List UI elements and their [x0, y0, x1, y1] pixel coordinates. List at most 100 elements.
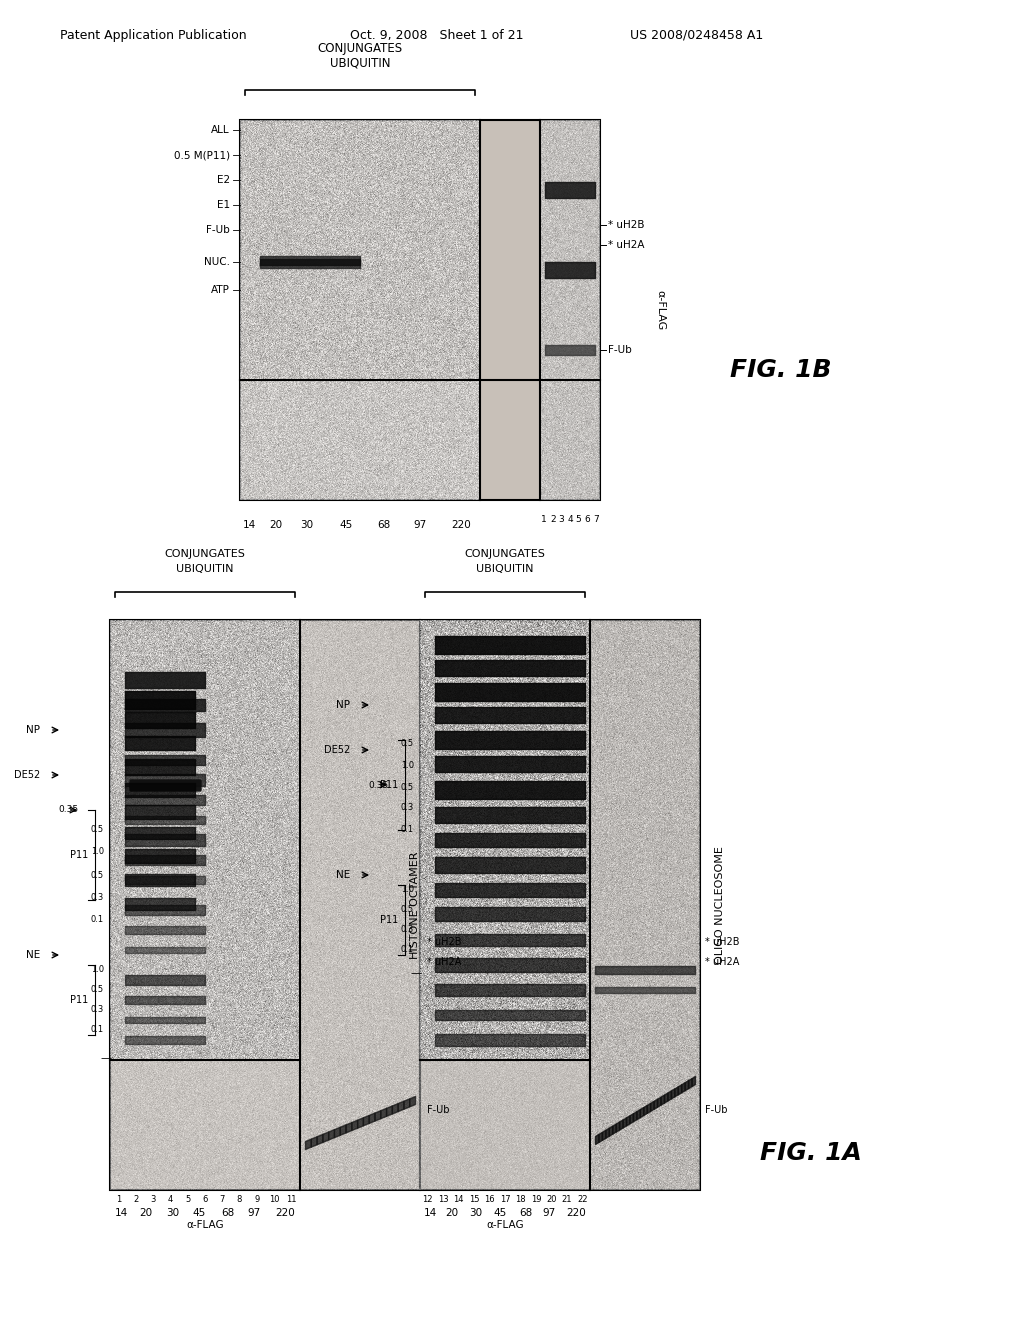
Text: ATP: ATP [211, 285, 230, 294]
Text: 22: 22 [577, 1195, 588, 1204]
Text: UBIQUITIN: UBIQUITIN [176, 564, 233, 574]
Text: 0.35: 0.35 [368, 780, 388, 789]
Text: 30: 30 [166, 1208, 179, 1218]
Bar [240, 120, 600, 500]
Text: 20: 20 [269, 520, 283, 531]
Text: F-Ub: F-Ub [427, 1105, 450, 1115]
Bar [110, 620, 420, 1191]
Text: DE52: DE52 [13, 770, 40, 780]
Text: CONJUNGATES: CONJUNGATES [465, 549, 546, 558]
Text: 0.1: 0.1 [91, 1026, 104, 1035]
Text: 1: 1 [116, 1195, 121, 1204]
Text: 2: 2 [550, 515, 556, 524]
Text: 45: 45 [193, 1208, 206, 1218]
Text: 3: 3 [558, 515, 564, 524]
Text: * uH2B: * uH2B [705, 937, 739, 946]
Text: 68: 68 [378, 520, 390, 531]
Text: 14: 14 [243, 520, 256, 531]
Text: 14: 14 [454, 1195, 464, 1204]
Text: 97: 97 [248, 1208, 261, 1218]
Text: 0.5: 0.5 [91, 870, 104, 879]
Text: UBIQUITIN: UBIQUITIN [476, 564, 534, 574]
Text: 45: 45 [339, 520, 352, 531]
Text: HISTONE OCTAMER: HISTONE OCTAMER [410, 851, 420, 958]
Text: 7: 7 [219, 1195, 225, 1204]
Text: F-Ub: F-Ub [608, 345, 632, 355]
Text: F-Ub: F-Ub [705, 1105, 727, 1115]
Text: * uH2A: * uH2A [427, 957, 462, 968]
Text: 30: 30 [470, 1208, 482, 1218]
Text: α-FLAG: α-FLAG [486, 1220, 524, 1230]
Bar [420, 620, 700, 1191]
Text: 18: 18 [515, 1195, 525, 1204]
Text: UBIQUITIN: UBIQUITIN [330, 57, 390, 70]
Text: NP: NP [336, 700, 350, 710]
Text: 2: 2 [133, 1195, 138, 1204]
Text: 1: 1 [542, 515, 547, 524]
Text: 1.0: 1.0 [400, 886, 414, 895]
Text: 1.0: 1.0 [91, 965, 104, 974]
Text: OLIGO NUCLEOSOME: OLIGO NUCLEOSOME [715, 846, 725, 964]
Text: 4: 4 [567, 515, 572, 524]
Text: 5: 5 [575, 515, 582, 524]
Text: 1.0: 1.0 [400, 760, 414, 770]
Text: 4: 4 [168, 1195, 173, 1204]
Text: 220: 220 [566, 1208, 587, 1218]
Text: NUC.: NUC. [204, 257, 230, 267]
Text: F-Ub: F-Ub [206, 224, 230, 235]
Text: 7: 7 [593, 515, 599, 524]
Text: 13: 13 [438, 1195, 449, 1204]
Text: 20: 20 [546, 1195, 557, 1204]
Text: 10: 10 [269, 1195, 280, 1204]
Text: 16: 16 [484, 1195, 495, 1204]
Text: NP: NP [26, 725, 40, 735]
Text: 30: 30 [301, 520, 313, 531]
Text: * uH2A: * uH2A [705, 957, 739, 968]
Text: 12: 12 [423, 1195, 433, 1204]
Text: 8: 8 [237, 1195, 243, 1204]
Text: 0.5: 0.5 [400, 783, 414, 792]
Text: 6: 6 [585, 515, 590, 524]
Text: 0.3: 0.3 [400, 804, 414, 813]
Text: 14: 14 [424, 1208, 437, 1218]
Text: Oct. 9, 2008   Sheet 1 of 21: Oct. 9, 2008 Sheet 1 of 21 [350, 29, 523, 41]
Text: 0.1: 0.1 [91, 916, 104, 924]
Text: P11: P11 [380, 915, 398, 925]
Text: 1.0: 1.0 [91, 847, 104, 857]
Text: 0.5 M(P11): 0.5 M(P11) [174, 150, 230, 160]
Text: 0.1: 0.1 [400, 825, 414, 834]
Text: DE52: DE52 [324, 744, 350, 755]
Text: FIG. 1A: FIG. 1A [760, 1140, 862, 1166]
Text: CONJUNGATES: CONJUNGATES [317, 42, 402, 55]
Text: NE: NE [26, 950, 40, 960]
Text: 45: 45 [494, 1208, 507, 1218]
Text: 19: 19 [530, 1195, 541, 1204]
Text: E1: E1 [217, 201, 230, 210]
Text: US 2008/0248458 A1: US 2008/0248458 A1 [630, 29, 763, 41]
Text: 20: 20 [139, 1208, 153, 1218]
Text: 0.5: 0.5 [400, 906, 414, 915]
Text: 21: 21 [561, 1195, 572, 1204]
Text: * uH2B: * uH2B [427, 937, 462, 946]
Text: E2: E2 [217, 176, 230, 185]
Text: * uH2A: * uH2A [608, 240, 644, 249]
Text: 6: 6 [203, 1195, 208, 1204]
Text: Patent Application Publication: Patent Application Publication [60, 29, 247, 41]
Text: —: — [411, 968, 422, 978]
Text: 220: 220 [451, 520, 471, 531]
Text: 97: 97 [543, 1208, 556, 1218]
Text: 0.5: 0.5 [91, 825, 104, 834]
Text: 68: 68 [221, 1208, 234, 1218]
Text: 68: 68 [519, 1208, 532, 1218]
Text: 0.5: 0.5 [91, 986, 104, 994]
Text: CONJUNGATES: CONJUNGATES [165, 549, 246, 558]
Text: 15: 15 [469, 1195, 479, 1204]
Text: α-FLAG: α-FLAG [186, 1220, 224, 1230]
Text: 0.3: 0.3 [91, 894, 104, 903]
Text: 0.3: 0.3 [91, 1006, 104, 1015]
Text: * uH2B: * uH2B [608, 220, 644, 230]
Text: P11: P11 [70, 850, 88, 861]
Text: 3: 3 [151, 1195, 156, 1204]
Text: NE: NE [336, 870, 350, 880]
Text: 17: 17 [500, 1195, 510, 1204]
